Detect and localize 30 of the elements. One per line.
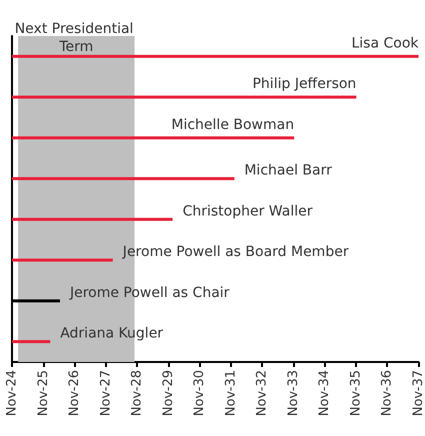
- bar: [12, 96, 356, 99]
- y-tick-label: Adriana Kugler: [60, 326, 164, 342]
- text: Nov-25: [36, 370, 51, 416]
- text: Nov-27: [98, 370, 114, 416]
- text: Nov-34: [317, 370, 332, 416]
- y-tick-label: Lisa Cook: [351, 35, 420, 52]
- y-tick-label: Michael Barr: [244, 162, 332, 179]
- text: Nov-30: [192, 370, 208, 416]
- y-tick-label: Christopher Waller: [182, 203, 313, 220]
- text: Nov-32: [254, 370, 270, 416]
- y-tick-label: Jerome Powell as Board Member: [122, 244, 349, 260]
- bar: [12, 258, 113, 262]
- bar: [12, 340, 50, 344]
- y-tick-label: Michelle Bowman: [171, 116, 294, 133]
- text: Nov-35: [348, 370, 364, 416]
- text: Nov-37: [411, 370, 425, 416]
- text: Nov-31: [223, 370, 238, 416]
- text: Nov-26: [67, 370, 82, 416]
- bar: [12, 54, 418, 58]
- text: Nov-36: [380, 370, 395, 416]
- bar: [12, 177, 234, 180]
- bar: [12, 218, 173, 221]
- text: Nov-24: [4, 370, 20, 416]
- y-tick-label: Jerome Powell as Chair: [68, 284, 230, 301]
- y-tick-label: Philip Jefferson: [252, 76, 356, 92]
- text: Nov-28: [130, 370, 145, 416]
- bar: [12, 136, 294, 140]
- text: Nov-33: [286, 370, 301, 416]
- text: Nov-29: [160, 370, 176, 416]
- band-label: Next Presidential Term: [14, 21, 138, 55]
